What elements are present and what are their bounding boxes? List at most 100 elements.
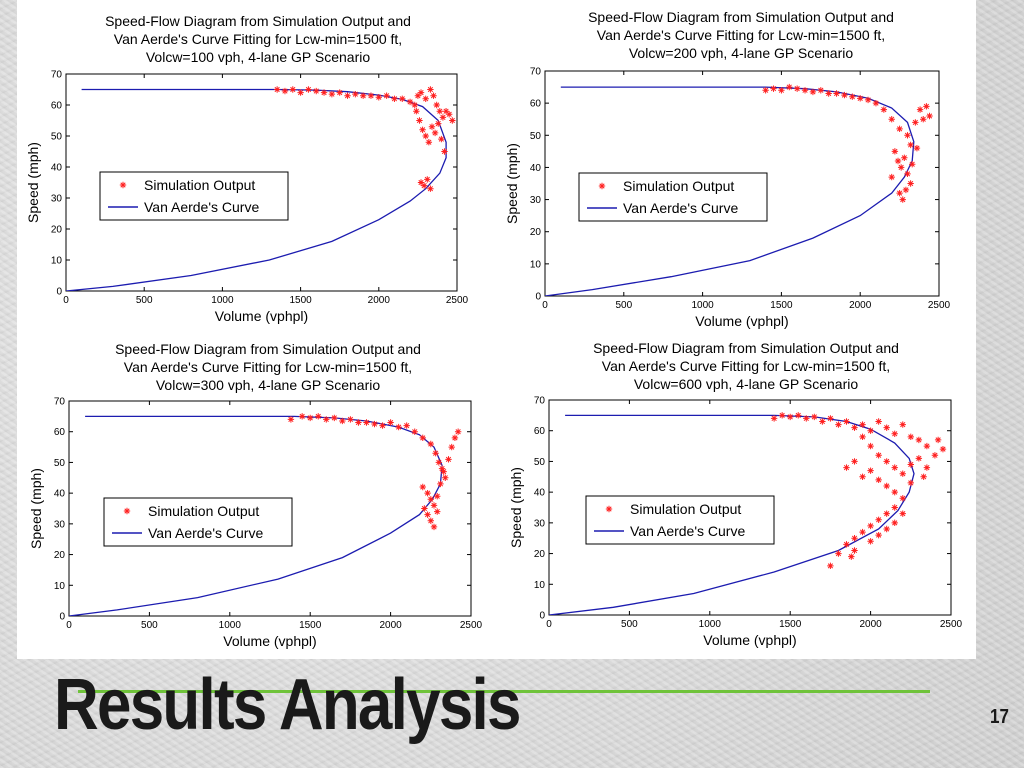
simulation-point <box>817 87 824 94</box>
simulation-point <box>880 106 888 113</box>
chart-panel-4: Speed-Flow Diagram from Simulation Outpu… <box>508 340 963 648</box>
simulation-point <box>435 459 443 466</box>
legend-label-curve: Van Aerde's Curve <box>144 199 259 215</box>
simulation-point <box>883 424 890 431</box>
y-tick-label: 0 <box>535 292 541 303</box>
y-tick-label: 10 <box>534 580 546 591</box>
simulation-point <box>438 465 446 472</box>
y-tick-label: 20 <box>54 550 66 561</box>
y-tick-label: 40 <box>51 163 63 174</box>
simulation-point <box>923 103 930 110</box>
simulation-point <box>902 186 910 194</box>
simulation-point <box>916 106 924 113</box>
y-tick-label: 60 <box>534 426 546 437</box>
legend-marker-simulation <box>605 505 613 513</box>
chart-panel-3: Speed-Flow Diagram from Simulation Outpu… <box>28 341 483 649</box>
simulation-point <box>875 476 882 484</box>
simulation-point <box>897 164 905 171</box>
simulation-point <box>331 414 338 422</box>
simulation-point <box>843 464 850 471</box>
simulation-point <box>809 88 817 96</box>
simulation-point <box>371 420 378 428</box>
simulation-point <box>867 427 874 434</box>
simulation-point <box>403 422 410 429</box>
simulation-point <box>427 496 434 503</box>
simulation-point <box>899 470 906 477</box>
simulation-point <box>344 92 351 99</box>
simulation-point <box>891 464 898 471</box>
simulation-point <box>795 412 802 419</box>
simulation-point <box>825 90 832 97</box>
legend-marker-simulation <box>598 182 606 190</box>
x-tick-label: 2500 <box>940 619 963 630</box>
simulation-point <box>841 91 848 99</box>
simulation-point <box>298 413 306 420</box>
simulation-point <box>907 461 914 468</box>
y-tick-label: 30 <box>54 519 66 530</box>
chart-title-line: Volcw=600 vph, 4-lane GP Scenario <box>634 376 858 392</box>
simulation-point <box>379 422 386 429</box>
simulation-point <box>811 413 818 421</box>
simulation-point <box>915 455 923 462</box>
y-tick-label: 40 <box>530 163 542 174</box>
simulation-point <box>778 412 786 419</box>
y-tick-label: 20 <box>51 225 63 236</box>
plot-data <box>69 413 462 616</box>
x-tick-label: 0 <box>63 295 69 306</box>
y-tick-label: 0 <box>56 287 62 298</box>
legend-box <box>103 497 293 547</box>
y-tick-label: 70 <box>534 396 546 407</box>
chart-legend: Simulation Output Van Aerde's Curve <box>578 172 768 222</box>
simulation-point <box>888 116 895 123</box>
simulation-point <box>891 488 898 496</box>
simulation-point <box>896 125 903 133</box>
simulation-point <box>442 474 449 481</box>
simulation-point <box>451 434 459 442</box>
x-axis-label: Volume (vphpl) <box>703 632 796 648</box>
simulation-point <box>926 112 933 120</box>
title-accent-line <box>78 690 930 693</box>
simulation-point <box>414 92 422 99</box>
simulation-point <box>417 89 425 96</box>
simulation-point <box>907 433 914 441</box>
legend-marker-simulation <box>119 181 127 189</box>
simulation-point <box>867 442 874 450</box>
simulation-point <box>419 483 426 491</box>
y-tick-label: 10 <box>51 256 63 267</box>
y-tick-label: 70 <box>51 70 63 81</box>
simulation-point <box>413 108 420 115</box>
simulation-point <box>915 436 923 444</box>
simulation-point <box>367 92 375 99</box>
charts-svg: Speed-Flow Diagram from Simulation Outpu… <box>25 9 963 649</box>
simulation-point <box>770 85 777 92</box>
simulation-point <box>843 418 850 425</box>
simulation-point <box>438 135 445 143</box>
simulation-point <box>851 458 858 465</box>
chart-title-line: Van Aerde's Curve Fitting for Lcw-min=15… <box>114 31 402 47</box>
simulation-point <box>827 562 834 570</box>
simulation-point <box>883 525 890 533</box>
x-tick-label: 1000 <box>219 620 242 631</box>
chart-title-line: Speed-Flow Diagram from Simulation Outpu… <box>593 340 899 356</box>
y-tick-label: 20 <box>534 549 546 560</box>
chart-panel-2: Speed-Flow Diagram from Simulation Outpu… <box>504 9 951 329</box>
simulation-point <box>419 126 426 133</box>
simulation-point <box>411 101 418 109</box>
van-aerde-curve-line <box>545 86 915 296</box>
simulation-point <box>383 92 390 99</box>
simulation-point <box>406 98 414 106</box>
simulation-point <box>904 132 911 139</box>
simulation-point <box>427 517 434 524</box>
simulation-point <box>913 144 921 152</box>
simulation-point <box>857 95 864 102</box>
simulation-point <box>891 504 898 511</box>
chart-title-line: Volcw=300 vph, 4-lane GP Scenario <box>156 377 380 393</box>
x-tick-label: 2000 <box>379 620 402 631</box>
x-axis-label: Volume (vphpl) <box>223 633 316 649</box>
simulation-point <box>867 522 874 530</box>
simulation-point <box>430 502 438 509</box>
simulation-point <box>363 419 370 426</box>
chart-panel-1: Speed-Flow Diagram from Simulation Outpu… <box>25 13 469 324</box>
simulation-point <box>920 116 927 123</box>
simulation-point <box>762 87 769 94</box>
